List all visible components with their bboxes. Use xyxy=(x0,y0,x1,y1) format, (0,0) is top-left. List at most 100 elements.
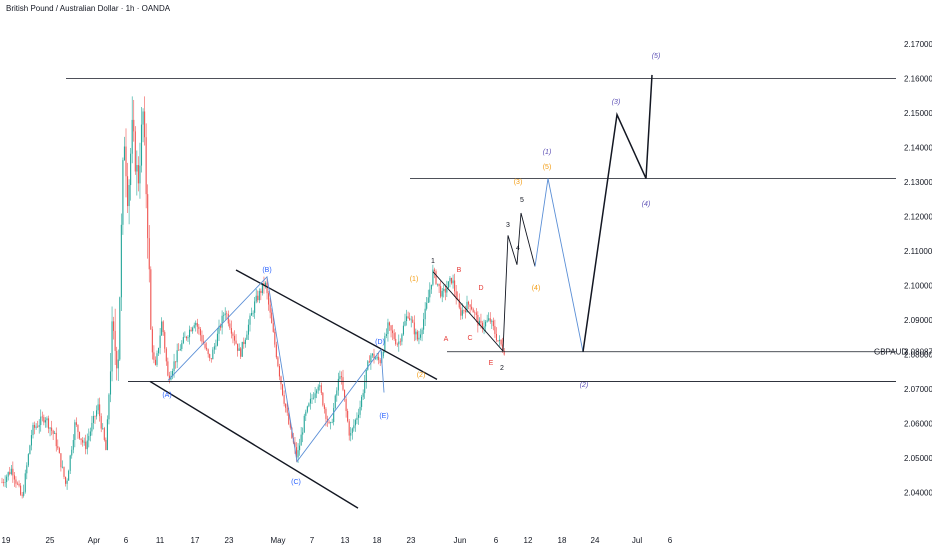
price-axis[interactable]: 2.17000 2.16000 2.15000 2.14000 2.13000 2.120… xyxy=(874,40,932,498)
candle-body xyxy=(150,269,152,330)
wave-label-b: B xyxy=(457,267,462,274)
candle-body xyxy=(433,269,435,272)
y-tick-label: 2.12000 xyxy=(904,212,932,221)
candle-body xyxy=(86,440,88,450)
candle-body xyxy=(340,376,342,378)
candle-body xyxy=(499,339,501,341)
x-tick-label: 6 xyxy=(668,536,673,545)
candle-body xyxy=(215,345,217,347)
candle-body xyxy=(196,322,198,327)
candle-body xyxy=(178,350,180,351)
wave-label-a: A xyxy=(444,336,449,343)
candle-body xyxy=(443,288,445,291)
candle-body xyxy=(446,288,448,293)
candle-body xyxy=(350,432,352,436)
candle-body xyxy=(286,407,288,413)
wave-label-5: 5 xyxy=(520,197,524,204)
candle-body xyxy=(182,337,184,344)
candle-body xyxy=(387,322,389,335)
candle-body xyxy=(410,319,412,321)
time-axis[interactable]: 19 25 Apr 6 11 17 23 May 7 13 18 23 Jun 6 12 18 24 Jul 6 xyxy=(2,536,673,545)
candle-body xyxy=(193,325,195,328)
candle-body xyxy=(497,340,499,341)
candle-body xyxy=(317,386,319,391)
candle-body xyxy=(30,435,32,446)
y-tick-label: 2.10000 xyxy=(904,281,932,290)
candle-body xyxy=(43,417,45,423)
x-tick-label: 19 xyxy=(2,536,11,545)
x-tick-label: 24 xyxy=(591,536,600,545)
candle-body xyxy=(283,394,285,404)
candle-body xyxy=(51,427,53,431)
candle-body xyxy=(159,335,161,348)
candle-body xyxy=(356,417,358,420)
wave-label-d: D xyxy=(478,285,483,292)
candle-body xyxy=(437,283,439,285)
candle-body xyxy=(364,382,366,394)
candle-body xyxy=(6,476,8,483)
candle-body xyxy=(280,376,282,385)
wave-label-orange-2: (2) xyxy=(417,372,426,379)
candle-body xyxy=(502,344,504,351)
x-tick-label: 11 xyxy=(156,536,165,545)
candle-body xyxy=(314,393,316,398)
candle-body xyxy=(450,277,453,284)
x-tick-label: 25 xyxy=(46,536,55,545)
candle-body xyxy=(213,346,215,350)
candle-body xyxy=(9,472,11,475)
candle-body xyxy=(130,153,132,186)
x-tick-label: Jul xyxy=(632,536,642,545)
projection-wave-3-5 xyxy=(582,74,653,352)
candle-body xyxy=(331,421,333,423)
candle-body xyxy=(460,307,462,316)
candle-body xyxy=(268,293,270,305)
candle-body xyxy=(449,277,451,282)
candle-body xyxy=(454,280,456,292)
candle-body xyxy=(158,347,160,354)
x-tick-label: Apr xyxy=(88,536,101,545)
candle-body xyxy=(244,339,246,345)
candle-body xyxy=(494,326,496,334)
y-tick-label: 2.06000 xyxy=(904,420,932,429)
candle-body xyxy=(345,399,347,411)
candle-body xyxy=(12,468,14,476)
candle-body xyxy=(120,224,122,298)
trend-lines xyxy=(66,74,896,509)
candle-body xyxy=(18,483,20,486)
candle-body xyxy=(232,333,234,336)
candle-body xyxy=(85,441,87,450)
candle-body xyxy=(237,343,239,351)
candle-body xyxy=(464,310,466,313)
wave-label-2: 2 xyxy=(500,365,504,372)
channel-upper-line xyxy=(235,269,438,380)
candle-body xyxy=(60,453,62,468)
candle-body xyxy=(388,322,391,326)
candle-body xyxy=(221,315,223,328)
candle-body xyxy=(466,301,468,313)
candle-body xyxy=(147,194,149,239)
candle-body xyxy=(438,283,440,287)
candle-body xyxy=(113,321,115,331)
candle-body xyxy=(179,348,181,351)
candle-body xyxy=(264,282,267,286)
candle-body xyxy=(125,146,127,177)
candle-body xyxy=(184,336,186,338)
candle-body xyxy=(375,358,377,360)
candle-body xyxy=(500,339,502,345)
candle-body xyxy=(444,288,446,293)
x-tick-label: 13 xyxy=(341,536,350,545)
candle-body xyxy=(323,405,325,409)
candle-body xyxy=(35,426,37,428)
candle-body xyxy=(426,302,428,309)
candle-body xyxy=(370,355,372,363)
candle-body xyxy=(82,440,84,443)
candle-body xyxy=(21,494,23,496)
candle-body xyxy=(145,137,147,195)
candle-body xyxy=(401,334,403,342)
candle-body xyxy=(201,335,203,342)
candle-body xyxy=(277,357,279,367)
candle-body xyxy=(503,350,505,355)
candle-body xyxy=(133,119,135,132)
candle-body xyxy=(299,445,301,451)
